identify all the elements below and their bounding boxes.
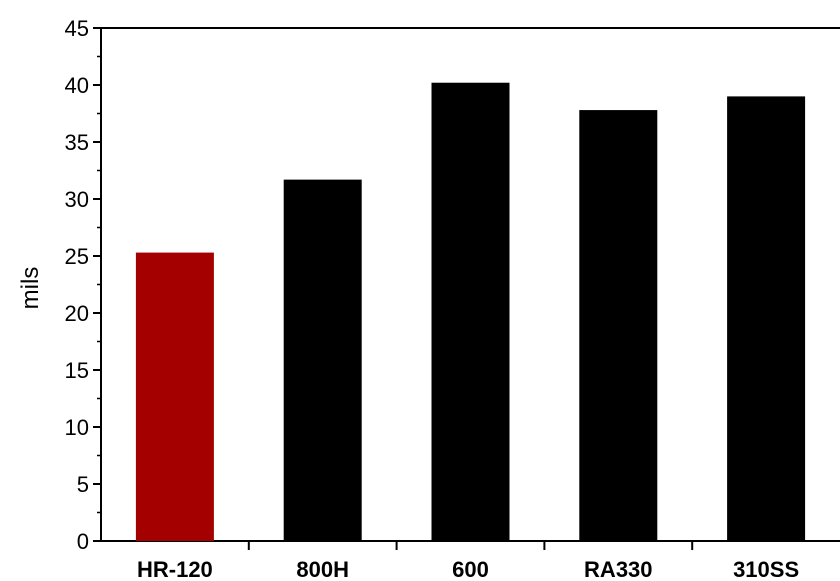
- bar: [283, 179, 362, 541]
- y-tick-label: 35: [65, 130, 89, 155]
- y-tick-label: 0: [77, 529, 89, 554]
- y-tick-label: 5: [77, 472, 89, 497]
- x-tick-label: 600: [452, 557, 489, 581]
- bar: [579, 110, 658, 541]
- y-tick-label: 45: [65, 16, 89, 41]
- bar: [431, 82, 510, 541]
- x-tick-label: 800H: [296, 557, 349, 581]
- x-tick-label: RA330: [584, 557, 652, 581]
- y-axis-title: mils: [17, 267, 44, 310]
- y-tick-label: 15: [65, 358, 89, 383]
- y-tick-label: 40: [65, 73, 89, 98]
- plot-area: 0 5 10 15 20 25 30 35 40 45 HR-120 800H 600 RA330 310S…: [65, 16, 840, 581]
- bar: [135, 252, 214, 541]
- y-tick-label: 10: [65, 415, 89, 440]
- bar: [727, 96, 806, 542]
- x-tick-label: HR-120: [137, 557, 213, 581]
- y-tick-label: 20: [65, 301, 89, 326]
- y-tick-label: 30: [65, 187, 89, 212]
- x-tick-label: 310SS: [733, 557, 799, 581]
- y-tick-label: 25: [65, 244, 89, 269]
